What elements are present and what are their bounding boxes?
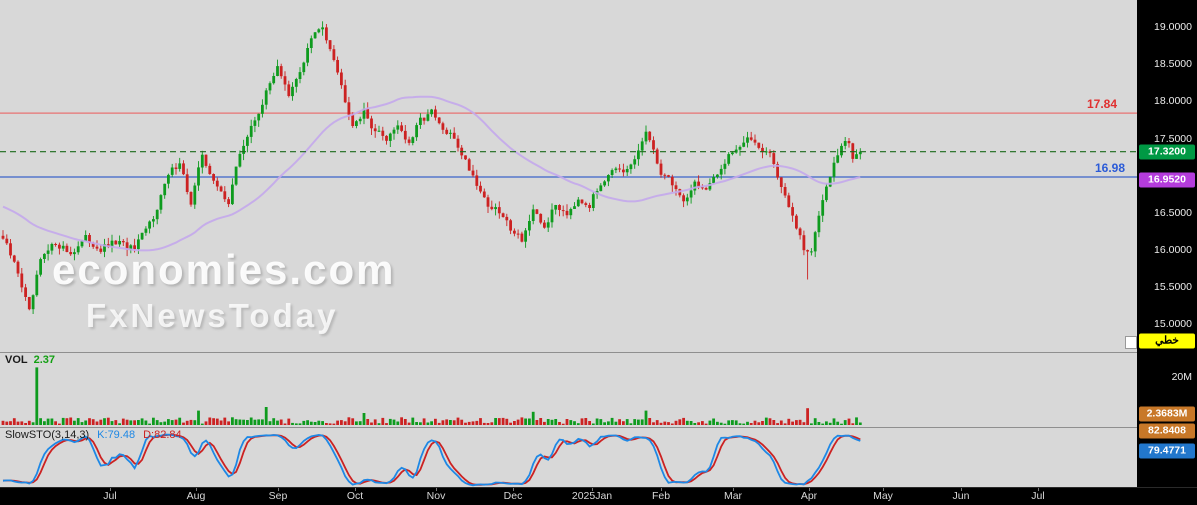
- time-axis-tick: [1038, 488, 1039, 491]
- time-axis[interactable]: Jul Aug Sep Oct Nov Dec 2025Jan Feb Mar Apr May Jun…: [0, 487, 1197, 505]
- time-axis-label: Aug: [186, 490, 206, 502]
- price-axis-label: 16.5000: [1154, 207, 1192, 219]
- price-axis-label: 17.5000: [1154, 133, 1192, 145]
- chart-area[interactable]: economies.com FxNewsToday 17.84 16.98 VO…: [0, 0, 1137, 487]
- time-axis-tick: [513, 488, 514, 491]
- stoch-pane-title: SlowSTO(3,14,3) K:79.48 D:82.84: [5, 429, 182, 441]
- volume-label: VOL: [5, 354, 28, 366]
- time-axis-label: Mar: [723, 490, 743, 502]
- chart-canvas[interactable]: [0, 0, 1137, 487]
- support-price-label: 16.98: [1094, 161, 1125, 175]
- time-axis-label: 2025Jan: [571, 490, 613, 502]
- time-axis-tick: [661, 488, 662, 491]
- volume-current-value: 2.37: [33, 354, 56, 366]
- indicator-price-badge: 16.9520: [1139, 172, 1195, 188]
- volume-pane-separator[interactable]: [0, 352, 1137, 353]
- scale-handle[interactable]: [1125, 336, 1137, 349]
- time-axis-tick: [961, 488, 962, 491]
- time-axis-tick: [809, 488, 810, 491]
- time-axis-label: Jul: [103, 490, 117, 502]
- resistance-price-label: 17.84: [1086, 97, 1117, 111]
- time-axis-tick: [196, 488, 197, 491]
- time-axis-label: Feb: [651, 490, 671, 502]
- price-axis[interactable]: 19.0000 18.5000 18.0000 17.5000 16.5000 16.00…: [1137, 0, 1197, 487]
- last-price-badge: 17.3200: [1139, 144, 1195, 160]
- stoch-pane-separator[interactable]: [0, 427, 1137, 428]
- time-axis-label: Oct: [346, 490, 364, 502]
- time-axis-label: Sep: [268, 490, 288, 502]
- stoch-d-badge: 82.8408: [1139, 423, 1195, 439]
- time-axis-tick: [592, 488, 593, 491]
- time-axis-label: Nov: [426, 490, 446, 502]
- time-axis-tick: [355, 488, 356, 491]
- price-axis-label: 18.0000: [1154, 95, 1192, 107]
- time-axis-tick: [436, 488, 437, 491]
- price-axis-label: 15.5000: [1154, 281, 1192, 293]
- price-axis-label: 19.0000: [1154, 21, 1192, 33]
- time-axis-tick: [733, 488, 734, 491]
- stoch-indicator-label: SlowSTO(3,14,3): [5, 429, 90, 441]
- scale-mode-badge[interactable]: خطي: [1139, 333, 1195, 349]
- stoch-k-label: K:79.48: [97, 429, 136, 441]
- price-axis-label: 15.0000: [1154, 318, 1192, 330]
- stoch-d-label: D:82.84: [143, 429, 182, 441]
- price-axis-label: 18.5000: [1154, 58, 1192, 70]
- price-axis-label: 20M: [1171, 371, 1192, 383]
- volume-value-badge: 2.3683M: [1139, 406, 1195, 422]
- time-axis-label: Dec: [503, 490, 523, 502]
- time-axis-label: Jun: [952, 490, 970, 502]
- time-axis-label: Apr: [800, 490, 818, 502]
- stoch-k-badge: 79.4771: [1139, 443, 1195, 459]
- time-axis-tick: [883, 488, 884, 491]
- time-axis-label: Jul: [1031, 490, 1045, 502]
- time-axis-label: May: [873, 490, 893, 502]
- volume-pane-title: VOL 2.37: [5, 354, 55, 366]
- time-axis-tick: [110, 488, 111, 491]
- price-axis-label: 16.0000: [1154, 244, 1192, 256]
- time-axis-tick: [278, 488, 279, 491]
